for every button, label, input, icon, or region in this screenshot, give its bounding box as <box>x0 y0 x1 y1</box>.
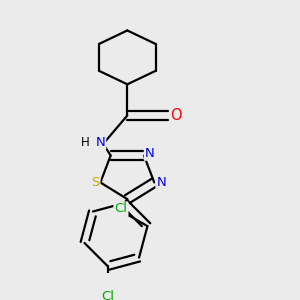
Text: N: N <box>95 136 105 149</box>
Text: O: O <box>170 108 182 123</box>
Text: Cl: Cl <box>114 202 128 215</box>
Text: S: S <box>91 176 100 189</box>
Text: H: H <box>80 136 89 149</box>
Text: Cl: Cl <box>101 290 114 300</box>
Text: N: N <box>157 176 166 189</box>
Text: N: N <box>145 147 154 160</box>
